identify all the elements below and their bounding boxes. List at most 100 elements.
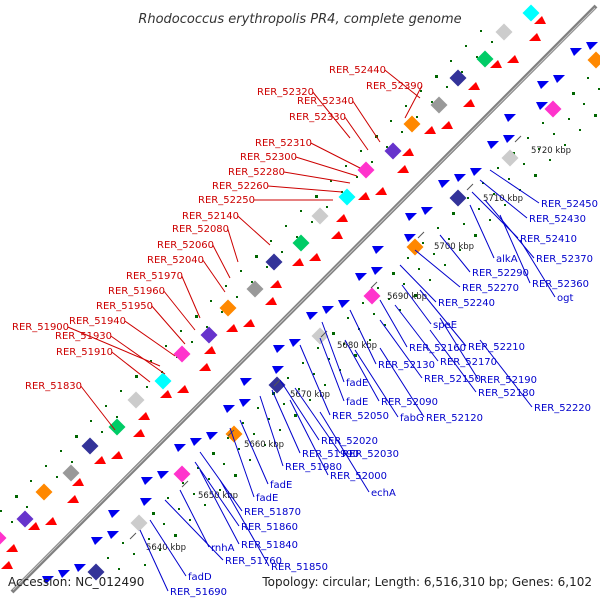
forward-gene-leader: [111, 351, 151, 383]
forward-gene-leader: [151, 305, 186, 345]
forward-gene-arrow: [160, 390, 172, 398]
track-dot: [399, 309, 401, 311]
track-dot: [223, 463, 225, 465]
reverse-gene-leader: [519, 239, 556, 298]
track-dot: [144, 564, 146, 566]
genome-backbone-highlight: [12, 7, 596, 591]
forward-gene-arrow: [402, 148, 414, 156]
track-dot: [309, 399, 311, 401]
reverse-gene-leader: [139, 529, 169, 592]
track-dot: [386, 146, 388, 148]
reverse-gene-label: echA: [371, 488, 396, 499]
track-dot: [234, 474, 237, 477]
track-dot: [435, 75, 438, 78]
track-dot: [326, 206, 328, 208]
reverse-gene-label: RER_51690: [170, 587, 227, 598]
track-dot: [377, 287, 379, 289]
reverse-gene-leader: [344, 339, 380, 402]
track-dot: [56, 476, 58, 478]
domain-box: [587, 51, 600, 69]
reverse-gene-label: RER_52130: [378, 360, 435, 371]
track-dot: [71, 461, 73, 463]
reverse-gene-leader: [379, 347, 425, 418]
forward-gene-leader: [344, 116, 369, 151]
track-dot: [345, 165, 347, 167]
reverse-gene-label: RER_52290: [472, 268, 529, 279]
reverse-gene-arrow: [239, 399, 251, 407]
forward-gene-label: RER_52040: [147, 255, 204, 266]
forward-gene-label: RER_52250: [198, 195, 255, 206]
forward-gene-label: RER_52060: [157, 240, 214, 251]
track-dot: [437, 227, 439, 229]
forward-gene-arrow: [111, 451, 123, 459]
domain-box: [62, 464, 80, 482]
domain-box: [292, 234, 310, 252]
domain-box: [246, 280, 264, 298]
reverse-gene-label: alkA: [496, 254, 518, 265]
track-dot: [238, 448, 240, 450]
track-dot: [257, 407, 259, 409]
forward-gene-arrow: [336, 214, 348, 222]
track-dot: [120, 390, 122, 392]
track-dot: [362, 302, 364, 304]
track-dot: [302, 362, 304, 364]
reverse-gene-label: RER_52370: [536, 254, 593, 265]
track-dot: [418, 268, 420, 270]
forward-gene-arrow: [331, 231, 343, 239]
reverse-gene-label: RER_52220: [534, 403, 591, 414]
track-dot: [330, 180, 332, 182]
track-dot: [538, 148, 540, 150]
track-dot: [392, 272, 395, 275]
reverse-gene-arrow: [273, 345, 285, 353]
track-dot: [478, 208, 480, 210]
track-dot: [118, 568, 120, 570]
domain-box: [81, 437, 99, 455]
reverse-gene-label: RER_52270: [462, 283, 519, 294]
reverse-gene-label: fadE: [270, 480, 292, 491]
track-dot: [446, 86, 448, 88]
backbone-layer: [10, 4, 598, 594]
track-dot: [583, 103, 585, 105]
track-dot: [255, 255, 258, 258]
reverse-gene-leader: [194, 461, 240, 527]
reverse-gene-label: RER_52190: [480, 375, 537, 386]
track-dot: [204, 504, 206, 506]
forward-gene-leader: [80, 385, 116, 431]
reverse-gene-leader: [299, 344, 331, 416]
forward-gene-label: RER_51830: [25, 381, 82, 392]
track-dot: [480, 30, 482, 32]
track-dot: [450, 60, 452, 62]
reverse-gene-label: RER_52000: [330, 471, 387, 482]
reverse-gene-arrow: [421, 207, 433, 215]
domain-box: [268, 376, 286, 394]
forward-gene-arrow: [375, 187, 387, 195]
reverse-gene-label: RER_52360: [532, 279, 589, 290]
domain-box: [0, 529, 7, 547]
reverse-gene-leader: [319, 411, 370, 493]
reverse-gene-leader: [259, 395, 284, 467]
reverse-gene-arrow: [108, 510, 120, 518]
reverse-gene-label: RER_52090: [381, 397, 438, 408]
tick-mark: [129, 532, 137, 540]
reverse-gene-arrow: [240, 378, 252, 386]
forward-gene-leader: [212, 244, 231, 279]
reverse-gene-arrow: [338, 300, 350, 308]
forward-gene-leader: [227, 228, 239, 263]
reverse-gene-label: fadE: [256, 493, 278, 504]
reverse-gene-arrow: [404, 234, 416, 242]
reverse-gene-arrow: [570, 48, 582, 56]
reverse-gene-leader: [354, 349, 399, 418]
reverse-gene-label: RER_51980: [285, 462, 342, 473]
reverse-gene-arrow: [537, 81, 549, 89]
reverse-gene-leader: [379, 319, 423, 379]
forward-gene-arrow: [226, 324, 238, 332]
track-dot: [369, 339, 371, 341]
track-dot: [493, 193, 495, 195]
domain-box: [130, 514, 148, 532]
track-dot: [251, 281, 253, 283]
domain-box: [476, 50, 494, 68]
track-dot: [281, 251, 283, 253]
forward-gene-arrow: [204, 346, 216, 354]
forward-gene-label: RER_52440: [329, 65, 386, 76]
